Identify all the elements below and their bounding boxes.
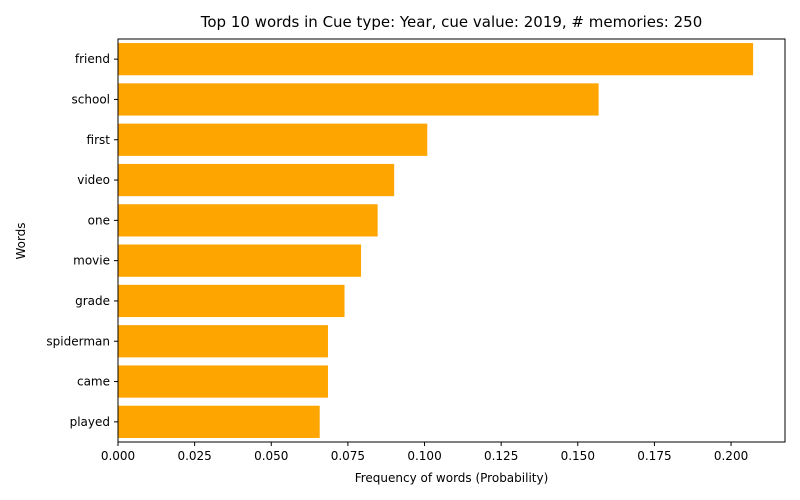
axes-border <box>117 38 786 443</box>
y-tick-label: first <box>87 133 111 147</box>
x-tick-label: 0.000 <box>101 449 135 463</box>
x-tick-label: 0.150 <box>561 449 595 463</box>
bar-grade <box>118 284 345 318</box>
plot-frame <box>117 38 786 443</box>
bar-played <box>118 405 320 438</box>
x-tick-label: 0.075 <box>331 449 365 463</box>
y-tick-label: video <box>77 173 110 187</box>
x-tick-label: 0.200 <box>714 449 748 463</box>
bar-first <box>118 123 428 156</box>
x-tick-label: 0.175 <box>637 449 671 463</box>
y-tick-label: came <box>77 375 110 389</box>
bar-video <box>118 163 395 197</box>
bar-came <box>118 365 328 398</box>
bar-one <box>118 204 378 237</box>
y-tick-label: school <box>72 92 110 106</box>
y-tick-label: spiderman <box>46 334 110 348</box>
bars-group <box>118 43 754 438</box>
bar-friend <box>118 43 754 76</box>
y-tick-label: movie <box>73 254 110 268</box>
chart-title: Top 10 words in Cue type: Year, cue valu… <box>200 13 702 31</box>
x-tick-label: 0.125 <box>484 449 518 463</box>
y-axis-title: Words <box>14 222 28 259</box>
y-tick-label: played <box>70 415 110 429</box>
bar-movie <box>118 244 362 277</box>
x-tick-label: 0.100 <box>407 449 441 463</box>
y-tick-label: one <box>88 213 110 227</box>
x-tick-label: 0.025 <box>177 449 211 463</box>
x-tick-label: 0.050 <box>254 449 288 463</box>
y-tick-label: grade <box>75 294 110 308</box>
x-axis-ticks: 0.000 0.025 0.050 0.075 0.100 0.125 0.150 0.175… <box>101 442 748 463</box>
y-axis-ticks: friend school first video one movie grade spide… <box>46 52 118 429</box>
y-tick-label: friend <box>75 52 110 66</box>
bar-school <box>118 83 599 116</box>
bar-spiderman <box>118 325 328 358</box>
x-axis-title: Frequency of words (Probability) <box>355 471 549 485</box>
